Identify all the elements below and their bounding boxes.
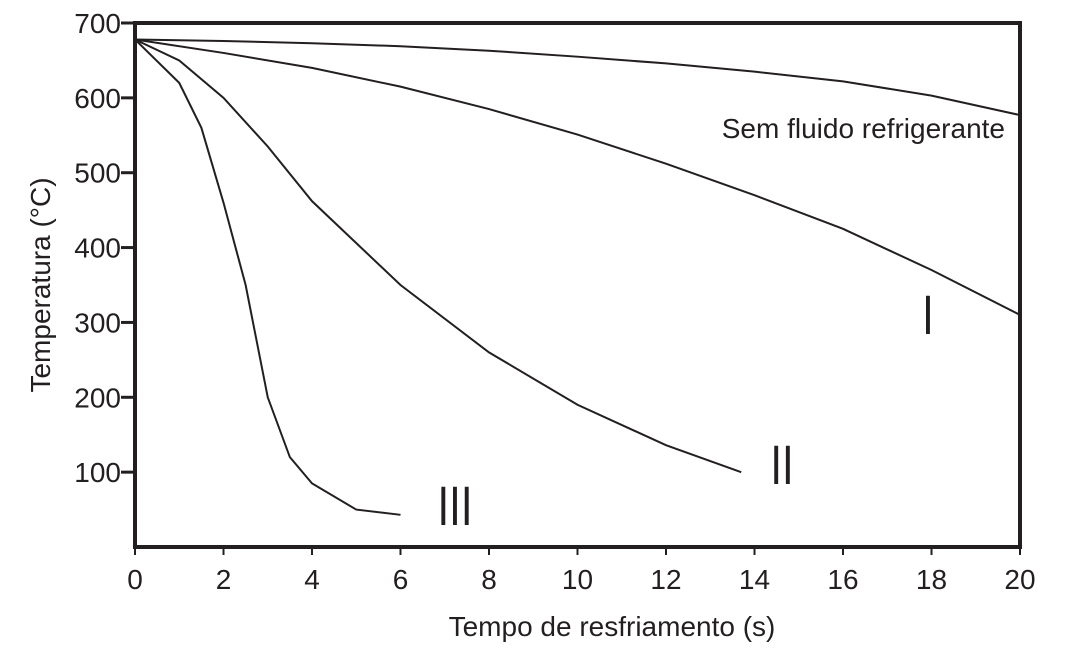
y-tick-label: 200 (74, 382, 121, 413)
series-label: III (437, 475, 472, 537)
x-axis-label: Tempo de resfriamento (s) (449, 611, 776, 642)
y-tick-label: 500 (74, 158, 121, 189)
y-tick-label: 300 (74, 307, 121, 338)
x-tick-label: 4 (304, 564, 320, 595)
y-axis-label: Temperatura (°C) (25, 177, 56, 392)
x-tick-label: 8 (481, 564, 497, 595)
x-tick-label: 18 (916, 564, 947, 595)
line-series (134, 38, 401, 516)
x-tick-label: 14 (739, 564, 770, 595)
series-label: II (770, 434, 793, 496)
y-tick-label: 700 (74, 8, 121, 39)
series-label: Sem fluido refrigerante (722, 113, 1005, 144)
line-series (134, 38, 1021, 316)
series-label: I (922, 284, 934, 346)
y-tick-label: 100 (74, 457, 121, 488)
x-tick-label: 16 (827, 564, 858, 595)
x-tick-label: 20 (1004, 564, 1035, 595)
x-tick-label: 10 (562, 564, 593, 595)
x-tick-label: 2 (216, 564, 232, 595)
y-tick-label: 600 (74, 83, 121, 114)
x-tick-label: 6 (393, 564, 409, 595)
x-tick-label: 0 (127, 564, 143, 595)
line-series (134, 38, 742, 474)
plot-frame (133, 21, 1022, 549)
x-tick-label: 12 (650, 564, 681, 595)
y-tick-label: 400 (74, 233, 121, 264)
line-series (134, 38, 1021, 117)
